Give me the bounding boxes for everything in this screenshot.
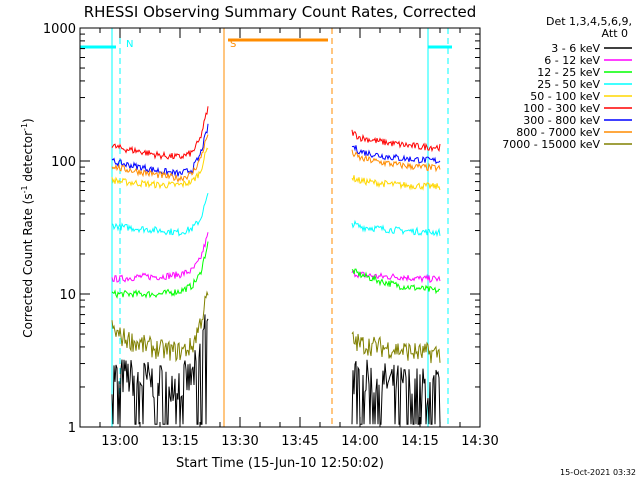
y-axis: 1 10 100 1000 [43,22,480,436]
x-tick-label: 13:30 [221,434,258,449]
series-line [351,268,441,295]
x-tick-label: 14:15 [401,434,438,449]
x-tick-label: 13:15 [161,434,198,449]
y-axis-label-part-1: Corrected Count Rate (s [21,193,35,337]
series-line [351,175,441,191]
series-0 [111,314,441,425]
series-4 [111,147,441,191]
series-line [351,129,441,153]
series-line [351,149,441,173]
legend-entry-label: 50 - 100 keV [530,90,600,103]
series-2 [111,241,441,299]
legend-entry-label: 25 - 50 keV [537,78,600,91]
series-line [111,290,209,363]
y-axis-label-part-5: ) [21,118,35,123]
series-line [351,219,441,238]
y-axis-label-part-4: -1 [20,123,29,131]
legend-entry-label: 3 - 6 keV [551,42,600,55]
footer-date: 15-Oct-2021 03:32 [560,468,636,477]
legend-entry-label: 7000 - 15000 keV [502,138,600,151]
x-tick-label: 14:30 [461,434,498,449]
y-axis-label: Corrected Count Rate (s-1 detector-1) [20,118,35,337]
series-line [111,314,209,425]
chart-title: RHESSI Observing Summary Count Rates, Co… [84,3,477,21]
series-line [111,232,209,283]
series-line [351,331,441,364]
legend-entry-label: 6 - 12 keV [544,54,600,67]
series-8 [111,290,441,364]
x-axis: 13:00 13:15 13:30 13:45 14:00 14:15 14:30 [79,28,499,449]
annotation-label: S [230,39,236,50]
series-line [111,241,209,299]
y-axis-label-part-2: -1 [20,185,29,193]
x-tick-label: 13:45 [281,434,318,449]
series-7 [111,134,441,184]
series-line [351,145,441,165]
legend-entry-label: 800 - 7000 keV [516,126,600,139]
series-5 [111,106,441,161]
legend-title-line-1: Det 1,3,4,5,6,9, [546,15,632,28]
legend-entry-label: 300 - 800 keV [523,114,600,127]
legend-entry-label: 100 - 300 keV [523,102,600,115]
x-tick-label: 13:00 [101,434,138,449]
x-tick-label: 14:00 [341,434,378,449]
series-line [111,134,209,184]
y-tick-label: 1000 [43,22,76,37]
series-line [351,359,441,425]
y-axis-label-part-3: detector [21,131,35,186]
y-tick-label: 10 [59,288,76,303]
annotation-label: N [126,39,133,50]
series-line [111,192,209,237]
legend-title-line-2: Att 0 [602,27,628,40]
x-axis-label: Start Time (15-Jun-10 12:50:02) [176,456,384,471]
y-tick-label: 100 [51,155,76,170]
y-tick-label: 1 [68,421,76,436]
series-line [111,147,209,190]
series-line [111,106,209,161]
legend-entry-label: 12 - 25 keV [537,66,600,79]
series-3 [111,192,441,238]
